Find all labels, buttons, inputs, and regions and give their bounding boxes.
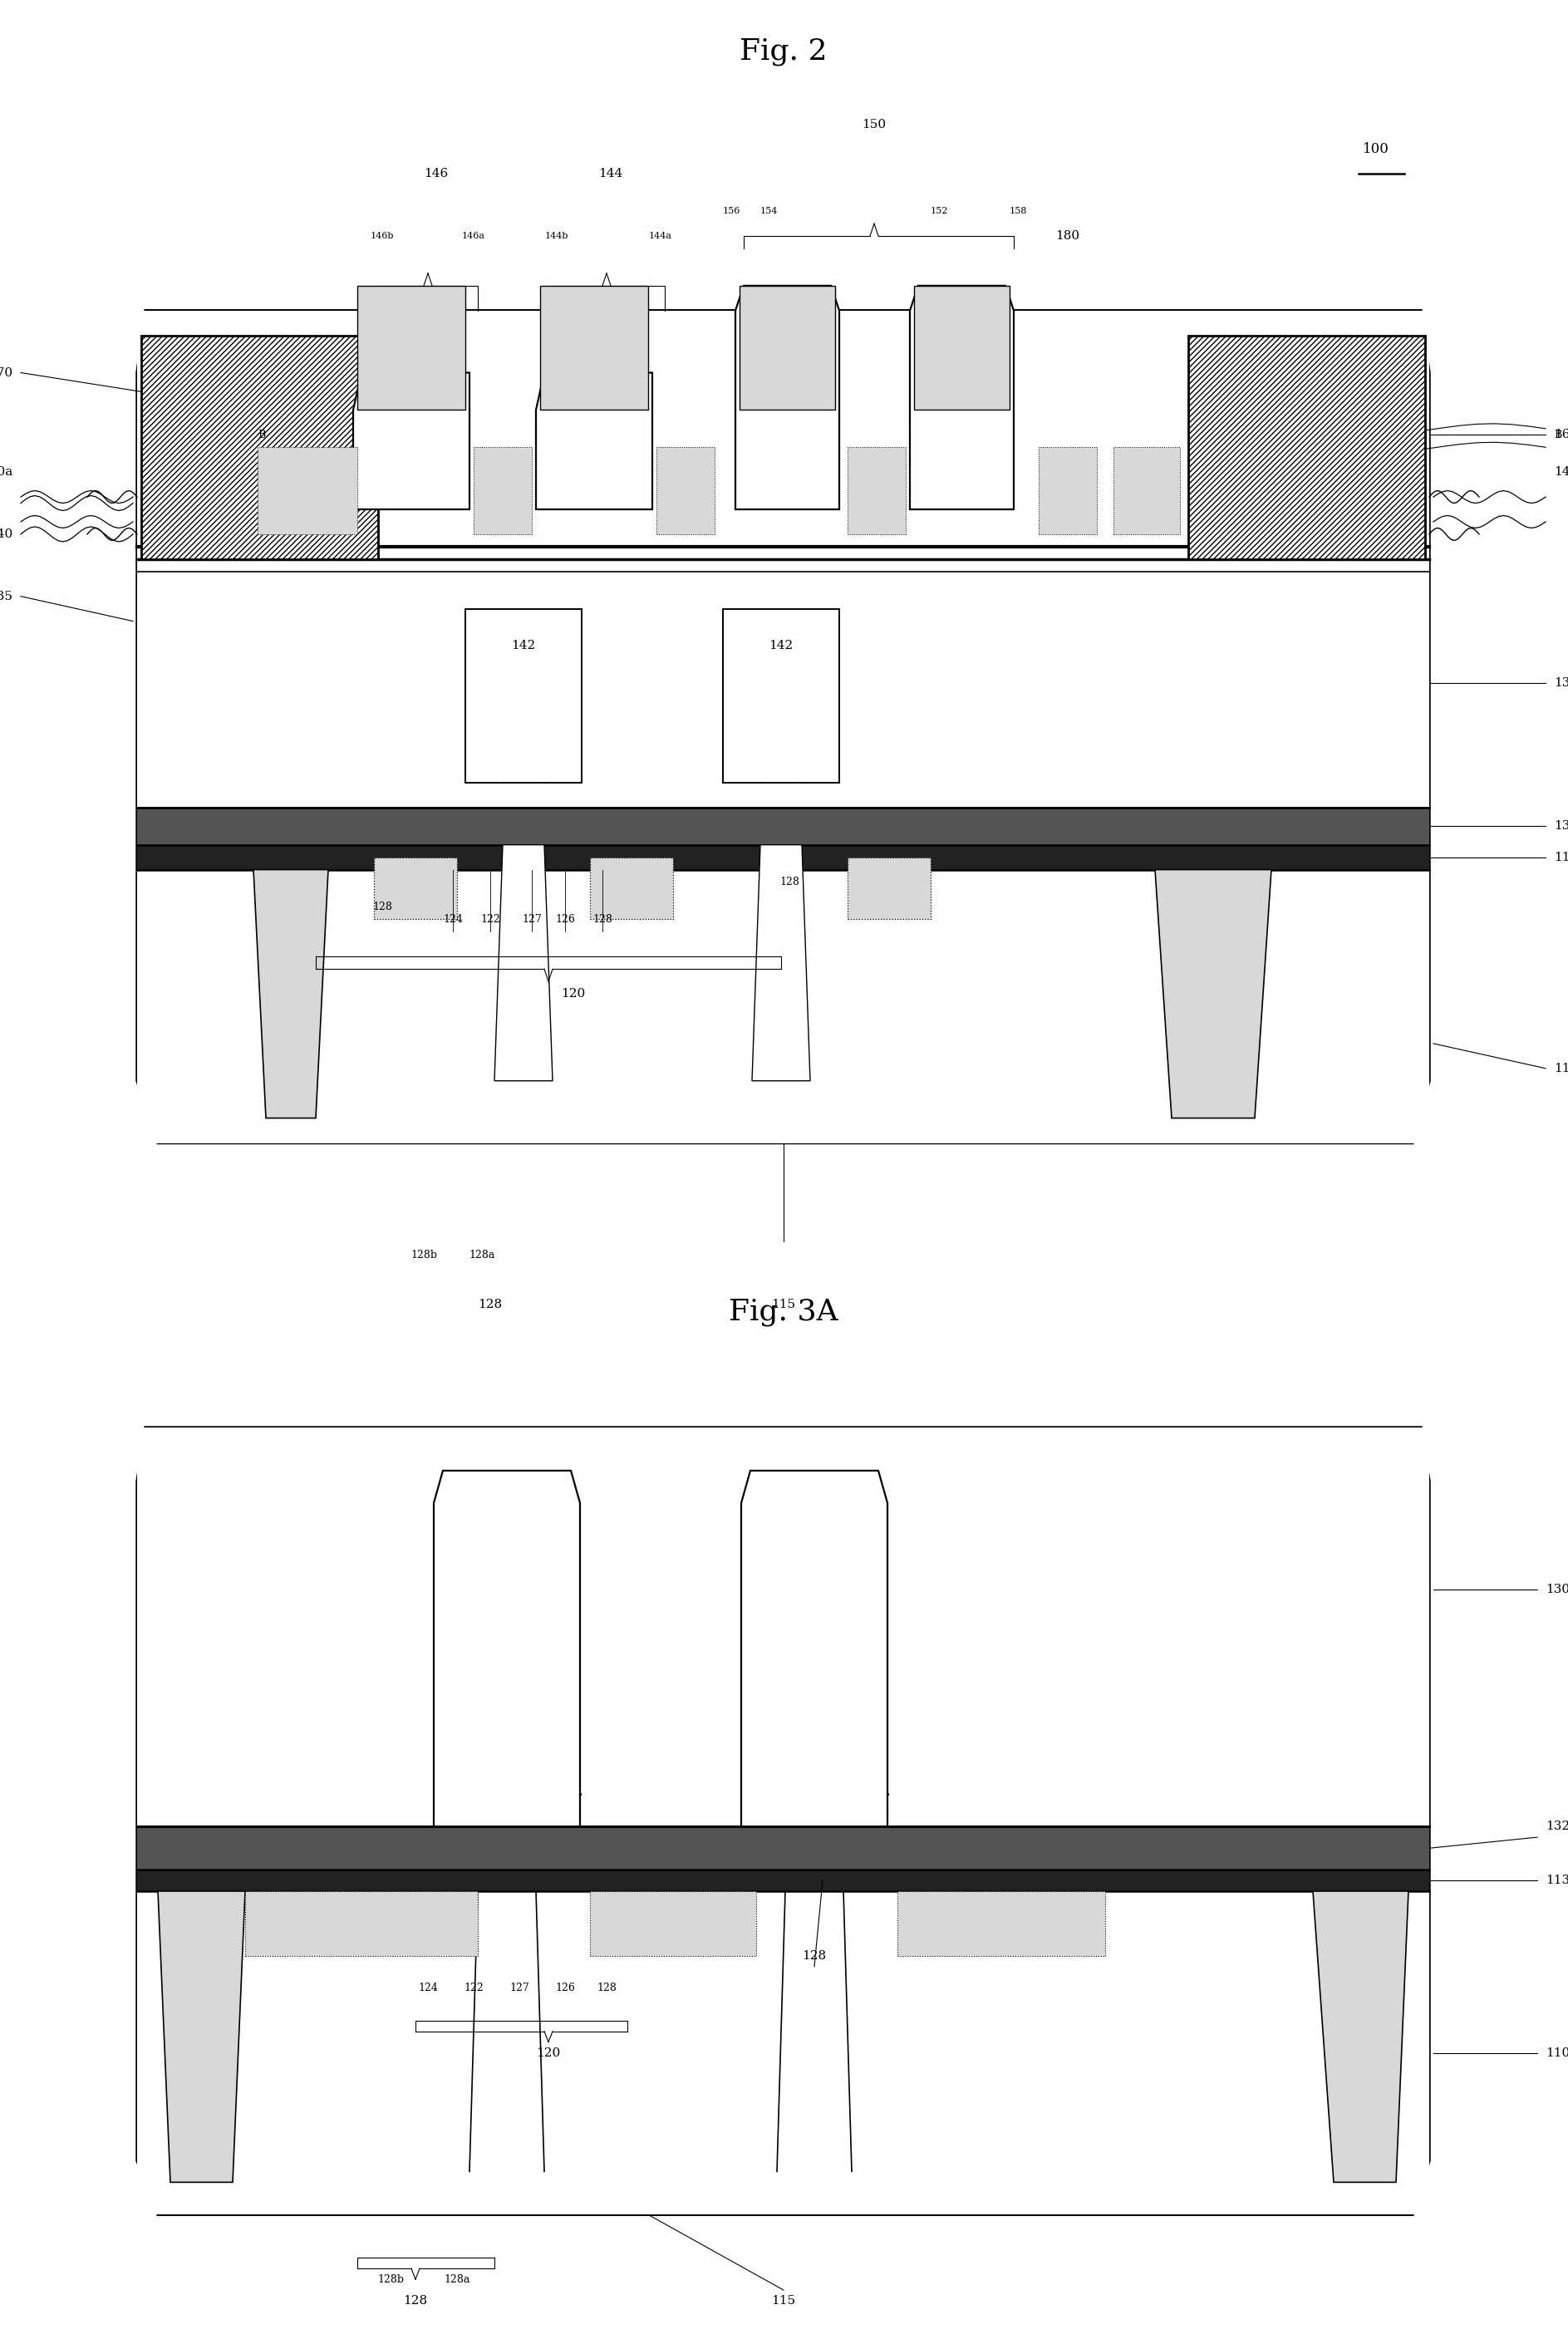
Text: 128: 128 — [372, 902, 392, 912]
Polygon shape — [742, 1470, 887, 1826]
Text: 122: 122 — [480, 914, 500, 926]
Text: 130: 130 — [1554, 677, 1568, 689]
Text: 113: 113 — [1554, 851, 1568, 863]
Text: 158: 158 — [1010, 206, 1027, 216]
Bar — [723, 609, 839, 783]
Text: 126: 126 — [555, 914, 575, 926]
Text: 110: 110 — [1546, 2046, 1568, 2058]
Polygon shape — [735, 286, 839, 509]
Text: 170: 170 — [0, 368, 13, 377]
Text: 156: 156 — [723, 206, 740, 216]
Text: 127: 127 — [522, 914, 541, 926]
Bar — [1113, 448, 1181, 534]
Text: 140a: 140a — [1554, 466, 1568, 478]
Bar — [914, 286, 1010, 410]
Polygon shape — [158, 1892, 245, 2182]
Text: 144a: 144a — [649, 232, 673, 239]
Text: 120: 120 — [536, 2046, 561, 2058]
Text: 140a: 140a — [0, 466, 13, 478]
Text: 135: 135 — [0, 591, 13, 602]
Text: 128: 128 — [403, 2295, 428, 2306]
Bar — [136, 844, 1428, 870]
Bar — [257, 448, 358, 534]
Bar — [474, 448, 532, 534]
Text: 124: 124 — [419, 1983, 437, 1995]
Bar — [657, 448, 715, 534]
Text: 132: 132 — [1554, 820, 1568, 832]
Bar — [740, 286, 836, 410]
Text: 128: 128 — [803, 1950, 826, 1962]
Polygon shape — [141, 335, 378, 560]
Text: 140: 140 — [0, 527, 13, 539]
Bar — [373, 858, 456, 919]
Text: 160: 160 — [1554, 429, 1568, 441]
Text: 128: 128 — [779, 877, 800, 888]
Text: B: B — [257, 429, 265, 441]
Polygon shape — [136, 312, 1428, 1144]
Polygon shape — [753, 844, 811, 1081]
Bar — [136, 806, 1428, 844]
Bar — [136, 1892, 1428, 2215]
Bar — [848, 858, 931, 919]
Text: 110: 110 — [1554, 1062, 1568, 1074]
Text: 128: 128 — [478, 1299, 502, 1310]
Polygon shape — [536, 373, 652, 509]
Text: 122: 122 — [464, 1983, 483, 1995]
Text: 127: 127 — [510, 1983, 530, 1995]
Polygon shape — [136, 1427, 1428, 2215]
Text: 154: 154 — [760, 206, 778, 216]
Text: 146: 146 — [423, 169, 448, 180]
Text: B: B — [1554, 429, 1562, 441]
Text: 132: 132 — [1546, 1821, 1568, 1833]
Text: 180: 180 — [1055, 230, 1080, 241]
Polygon shape — [254, 870, 328, 1118]
Bar — [848, 448, 906, 534]
Polygon shape — [494, 844, 552, 1081]
Polygon shape — [909, 286, 1014, 509]
Bar — [358, 286, 466, 410]
Text: 144b: 144b — [546, 232, 569, 239]
Text: 128b: 128b — [411, 1249, 437, 1261]
Bar — [590, 858, 673, 919]
Polygon shape — [1312, 1892, 1408, 2182]
Text: 146a: 146a — [463, 232, 485, 239]
Bar — [136, 1871, 1428, 1892]
Text: 130: 130 — [1546, 1585, 1568, 1594]
Text: 126: 126 — [555, 1983, 575, 1995]
Bar — [136, 870, 1428, 1144]
Bar — [897, 1892, 1105, 1955]
Bar — [590, 1892, 756, 1955]
Text: 142: 142 — [768, 640, 793, 652]
Text: 128: 128 — [597, 1983, 616, 1995]
Text: 144: 144 — [599, 169, 622, 180]
Polygon shape — [1189, 335, 1425, 560]
Bar — [136, 1826, 1428, 1871]
Text: 100: 100 — [1363, 143, 1389, 157]
Polygon shape — [434, 1470, 580, 1826]
Text: 128: 128 — [593, 914, 613, 926]
Bar — [1038, 448, 1098, 534]
Text: 128b: 128b — [378, 2274, 405, 2285]
Text: 142: 142 — [511, 640, 536, 652]
Bar — [245, 1892, 478, 1955]
Text: 128a: 128a — [469, 1249, 495, 1261]
Bar — [136, 1427, 1428, 1826]
Bar — [136, 312, 1428, 560]
Text: 120: 120 — [561, 989, 585, 999]
Text: 152: 152 — [930, 206, 947, 216]
Bar — [539, 286, 648, 410]
Text: Fig. 3A: Fig. 3A — [729, 1299, 839, 1327]
Text: 115: 115 — [771, 1299, 795, 1310]
Text: 150: 150 — [862, 120, 886, 129]
Text: 124: 124 — [442, 914, 463, 926]
Bar — [136, 560, 1428, 806]
Text: Fig. 2: Fig. 2 — [740, 38, 828, 66]
Text: 128a: 128a — [444, 2274, 470, 2285]
Bar — [466, 609, 582, 783]
Polygon shape — [1156, 870, 1272, 1118]
Text: 113: 113 — [1546, 1875, 1568, 1887]
Text: 115: 115 — [771, 2295, 795, 2306]
Text: 146b: 146b — [370, 232, 394, 239]
Polygon shape — [353, 373, 469, 509]
